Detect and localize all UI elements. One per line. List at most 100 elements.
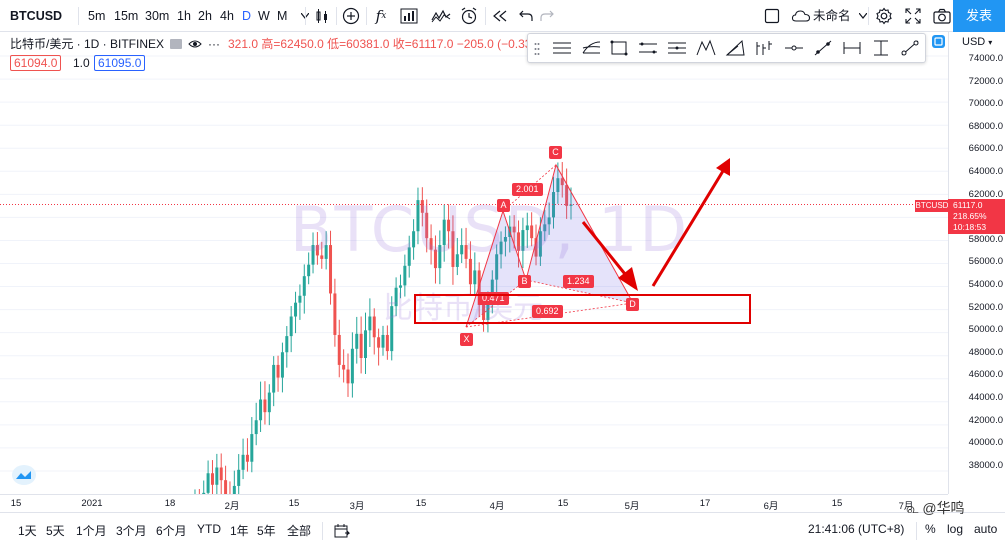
range-5d[interactable]: 5天 [46, 524, 65, 538]
maximize-icon[interactable] [902, 6, 924, 26]
indicators-icon[interactable] [430, 6, 452, 26]
legend-color-swatch-icon[interactable] [170, 39, 183, 49]
price-axis[interactable]: USD ▾ 74000.0 72000.0 70000.0 68000.0 66000.… [932, 32, 1005, 494]
eye-icon[interactable] [188, 39, 202, 49]
curve-lines-icon[interactable] [580, 38, 602, 58]
range-5y[interactable]: 5年 [257, 524, 276, 538]
candle-body [245, 454, 249, 462]
interval-15m[interactable]: 15m [114, 9, 139, 23]
price-tick: 58000.0 [968, 233, 1003, 245]
range-all[interactable]: 全部 [287, 524, 312, 538]
trend-line-icon[interactable] [812, 38, 834, 58]
publish-button[interactable]: 发表 [953, 0, 1005, 32]
range-3m[interactable]: 3个月 [116, 524, 147, 538]
candle-body [460, 245, 464, 255]
candle-body [254, 420, 258, 435]
interval-1h[interactable]: 1h [177, 9, 191, 23]
price-tick: 74000.0 [968, 53, 1003, 64]
price-tick: 46000.0 [968, 369, 1003, 381]
currency-dropdown-icon: ▾ [988, 38, 993, 47]
symbol-search-button[interactable]: BTCUSD [10, 9, 63, 23]
chart-style-icon[interactable] [311, 6, 333, 26]
candle-body [302, 276, 306, 296]
price-tick: 62000.0 [968, 188, 1003, 200]
interval-30m[interactable]: 30m [145, 9, 170, 23]
scale-lock-icon[interactable] [932, 35, 945, 48]
measure-range-icon[interactable] [841, 38, 863, 58]
fullscreen-checkbox-icon[interactable] [761, 6, 783, 26]
candle-body [398, 285, 402, 288]
ruler-icon[interactable] [899, 38, 921, 58]
alert-icon[interactable] [458, 6, 480, 26]
cloud-icon[interactable] [790, 6, 812, 26]
triangle-pattern-icon[interactable] [724, 38, 746, 58]
candle-body [407, 247, 411, 266]
candle-body [429, 238, 433, 250]
rectangle-icon[interactable] [608, 38, 630, 58]
goto-date-icon[interactable] [334, 523, 350, 538]
toolbar-divider [366, 7, 367, 25]
price-tick: 64000.0 [968, 166, 1003, 177]
range-1y[interactable]: 1年 [230, 524, 249, 538]
undo-icon[interactable] [515, 6, 537, 26]
vertical-measure-icon[interactable] [870, 38, 892, 58]
bottom-divider [916, 522, 917, 540]
ask-price[interactable]: 61095.0 [94, 55, 146, 71]
redo-icon[interactable] [536, 6, 558, 26]
log-toggle[interactable]: log [947, 522, 964, 536]
add-indicator-icon[interactable] [340, 6, 362, 26]
rewind-icon[interactable] [489, 6, 511, 26]
time-tick: 4月 [489, 501, 505, 512]
range-ytd[interactable]: YTD [197, 522, 221, 536]
bar-countdown: 10:18:53 [953, 222, 987, 232]
range-1d[interactable]: 1天 [18, 524, 37, 538]
xabcd-pattern-icon[interactable] [695, 38, 717, 58]
range-6m[interactable]: 6个月 [156, 524, 187, 538]
interval-4h[interactable]: 4h [220, 9, 234, 23]
drag-handle-icon[interactable] [534, 42, 540, 56]
more-options-icon[interactable]: ··· [208, 37, 221, 51]
time-tick: 15 [415, 498, 427, 509]
compare-icon[interactable] [398, 6, 420, 26]
horizontal-lines-icon[interactable] [551, 38, 573, 58]
price-tick: 52000.0 [968, 301, 1003, 313]
camera-icon[interactable] [931, 6, 953, 26]
candle-body [311, 245, 315, 265]
interval-5m[interactable]: 5m [88, 9, 106, 23]
date-range-icon[interactable] [637, 38, 659, 58]
chart-legend: 比特币/美元 · 1D · BITFINEX ··· [10, 36, 220, 52]
layout-name[interactable]: 未命名 [813, 9, 851, 23]
gear-icon[interactable] [873, 6, 895, 26]
auto-toggle[interactable]: auto [974, 522, 998, 536]
last-price-label: 61117.0 218.65% 10:18:53 [948, 199, 1005, 234]
pattern-point-b: B [518, 275, 531, 288]
time-tick: 15 [831, 498, 843, 509]
bid-price[interactable]: 61094.0 [10, 55, 62, 71]
candle-body [315, 245, 319, 256]
highlight-zone-box[interactable] [414, 294, 751, 324]
time-tick: 3月 [349, 501, 365, 512]
price-range-icon[interactable] [666, 38, 688, 58]
time-tick: 2月 [224, 501, 240, 512]
legend-title[interactable]: 比特币/美元 · 1D · BITFINEX [10, 37, 165, 51]
pattern-point-d: D [626, 298, 639, 311]
clock-time[interactable]: 21:41:06 (UTC+8) [808, 522, 905, 536]
interval-2h[interactable]: 2h [198, 9, 212, 23]
price-change-percent: 218.65% [953, 211, 987, 221]
time-tick: 7月 [898, 501, 914, 512]
horizontal-ray-icon[interactable] [783, 38, 805, 58]
layout-dropdown-icon[interactable] [852, 6, 874, 26]
interval-d[interactable]: D [242, 9, 252, 23]
tradingview-logo-icon[interactable] [12, 465, 36, 485]
interval-w[interactable]: W [258, 9, 270, 23]
price-tick: 48000.0 [968, 346, 1003, 358]
candle-body [412, 231, 416, 248]
bars-pattern-icon[interactable] [752, 38, 774, 58]
price-tick: 50000.0 [968, 324, 1003, 336]
range-1m[interactable]: 1个月 [76, 524, 107, 538]
currency-select[interactable]: USD ▾ [962, 36, 992, 48]
interval-m[interactable]: M [277, 9, 288, 23]
time-axis[interactable]: 15 2021 18 2月 15 3月 15 4月 15 5月 17 6月 15 7月 [0, 494, 948, 512]
percent-toggle[interactable]: % [925, 522, 936, 536]
